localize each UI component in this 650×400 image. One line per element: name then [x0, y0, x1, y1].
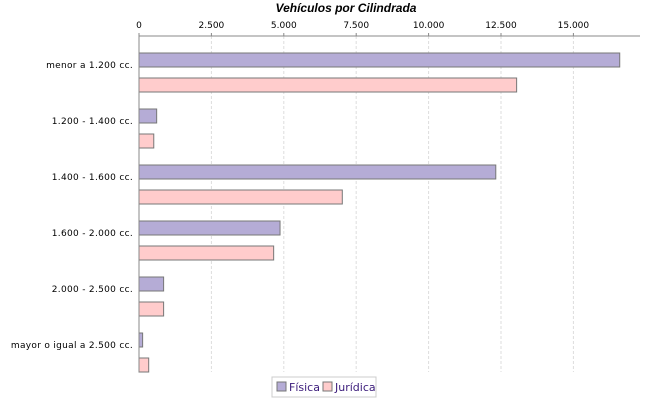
x-tick-label: 15.000	[558, 21, 590, 31]
x-tick-label: 5.000	[271, 21, 297, 31]
bar-juridica	[138, 133, 155, 149]
category-label: 1.200 - 1.400 cc.	[52, 117, 133, 127]
x-tick-label: 10.000	[413, 21, 445, 31]
bar-juridica	[138, 245, 275, 261]
chart-title: Vehículos por Cilindrada	[276, 1, 417, 15]
bar-fisica	[138, 108, 158, 124]
bar-juridica	[138, 77, 518, 93]
category-label: mayor o igual a 2.500 cc.	[11, 341, 133, 351]
bar-fisica	[138, 52, 621, 68]
legend-swatch-fisica	[276, 381, 287, 392]
category-label: 1.600 - 2.000 cc.	[52, 229, 133, 239]
bar-fisica	[138, 164, 497, 180]
x-tick-label: 12.500	[485, 21, 517, 31]
category-label: 1.400 - 1.600 cc.	[52, 173, 133, 183]
bar-fisica	[138, 220, 281, 236]
bar-fisica	[138, 332, 144, 348]
x-tick-label: 2.500	[199, 21, 225, 31]
legend: Física Jurídica	[271, 376, 377, 398]
legend-label-fisica: Física	[289, 381, 320, 394]
legend-swatch-juridica	[322, 381, 333, 392]
legend-label-juridica: Jurídica	[334, 381, 376, 394]
category-label: 2.000 - 2.500 cc.	[52, 285, 133, 295]
bar-fisica	[138, 276, 165, 292]
bar-juridica	[138, 357, 150, 373]
x-tick-label: 7.500	[343, 21, 369, 31]
bar-juridica	[138, 301, 165, 317]
category-label: menor a 1.200 cc.	[46, 61, 133, 71]
bar-juridica	[138, 189, 343, 205]
x-tick-label: 0	[136, 21, 142, 31]
